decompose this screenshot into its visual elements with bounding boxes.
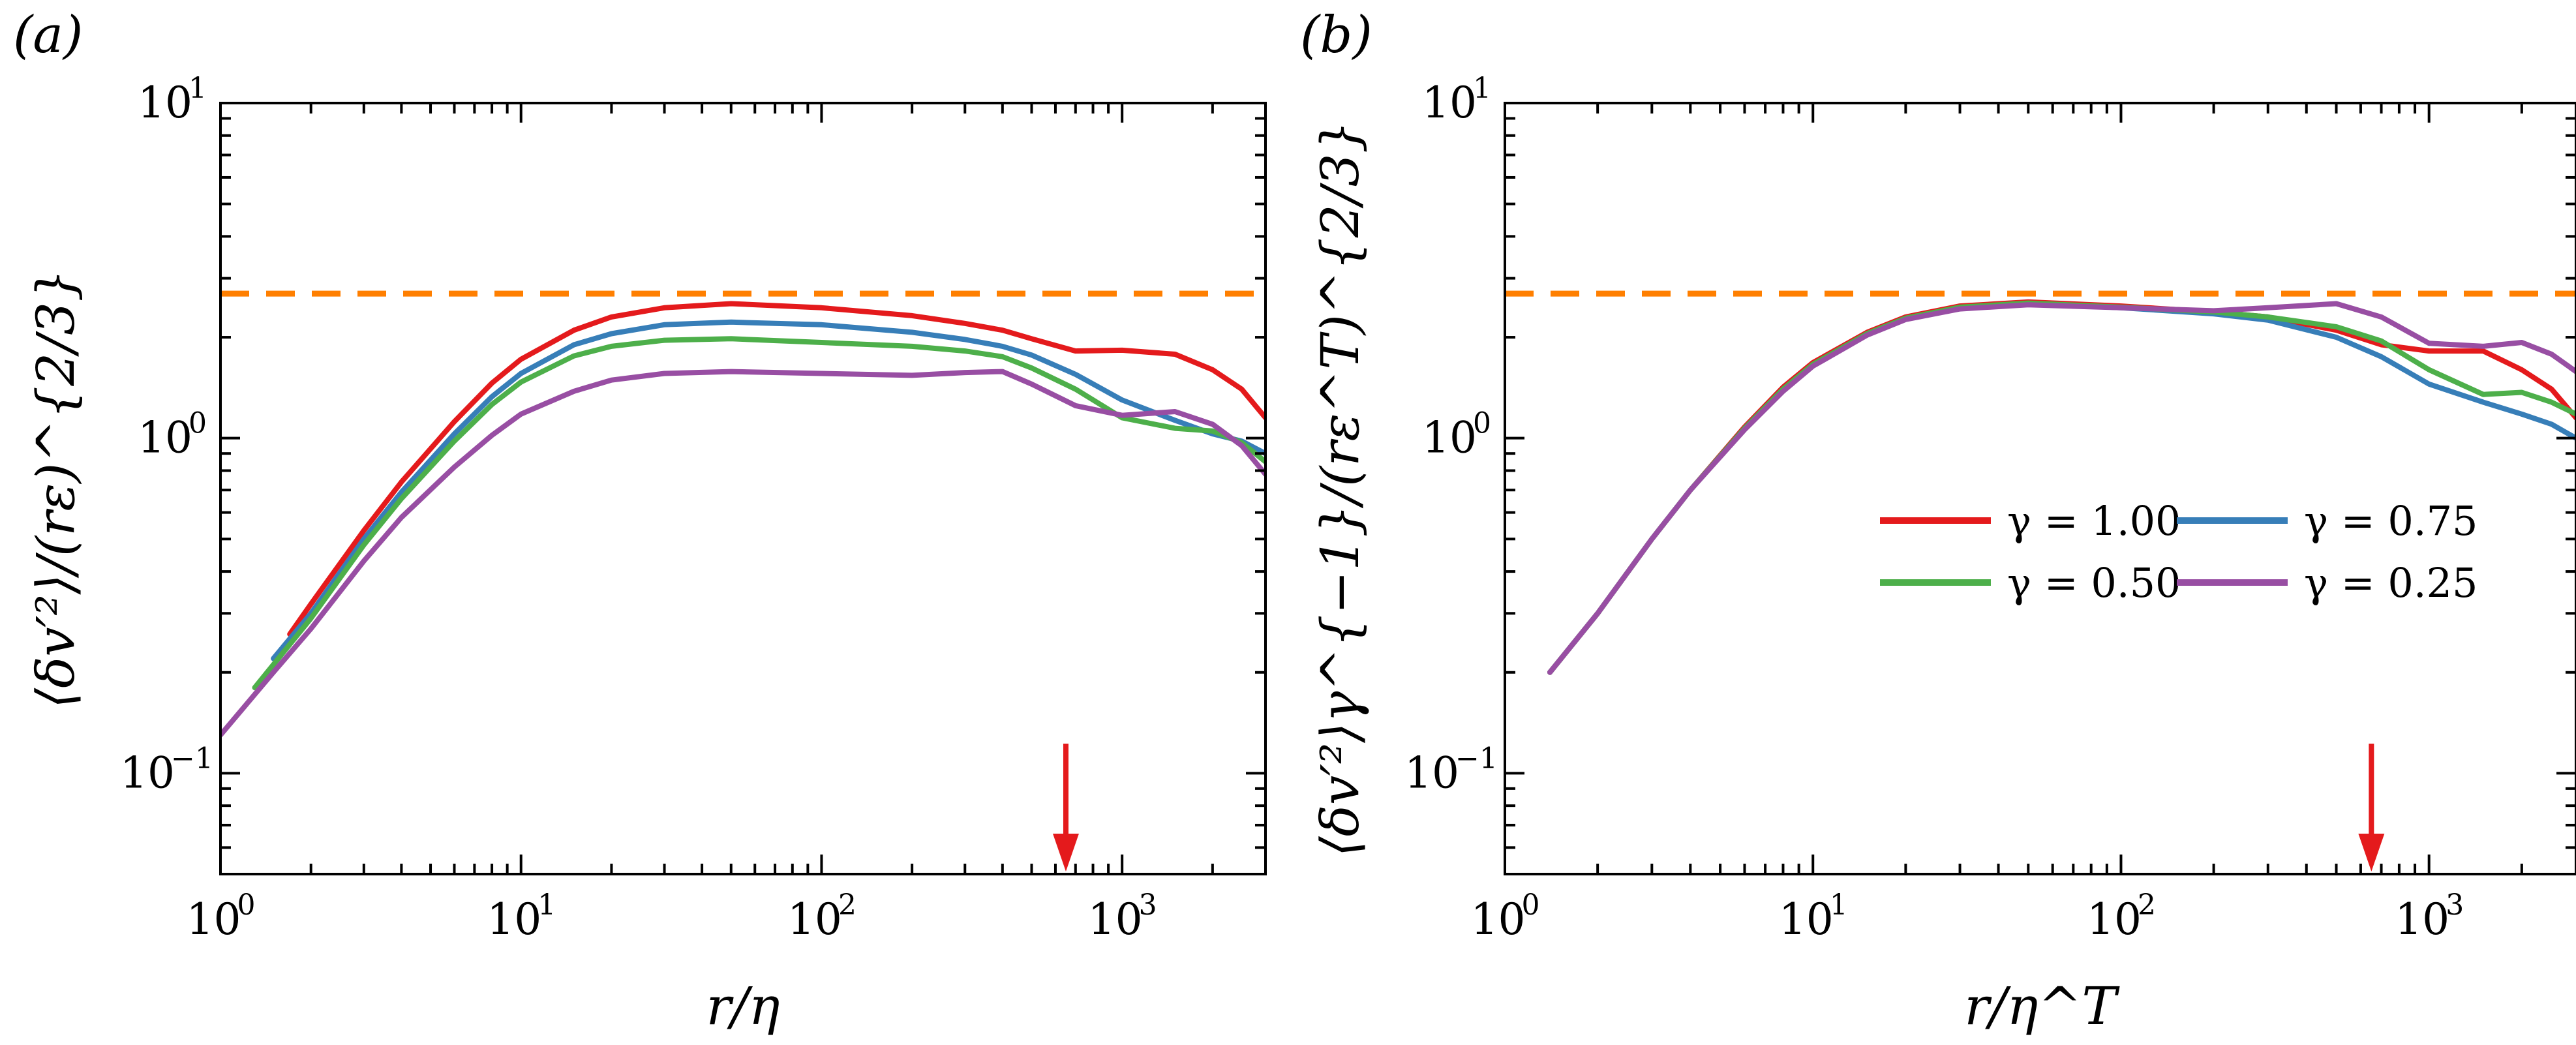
panel-b-y-axis-title: ⟨δv′²⟩γ^{−1}/(rε^T)^{2/3} — [1310, 120, 1371, 856]
panel-b-y-tick-label-base: 10 — [1404, 748, 1459, 798]
panel-b-y-tick-label-exp: 0 — [1473, 407, 1491, 440]
panel-b-x-tick-label-exp: 2 — [2138, 888, 2156, 922]
panel-b-y-tick-label: 10−1 — [1404, 742, 1498, 798]
panel-a-x-tick-label: 101 — [487, 888, 556, 945]
panel-b-y-tick-label-exp: −1 — [1455, 742, 1498, 775]
panel-b-x-tick-label: 102 — [2087, 888, 2156, 945]
panel-b: (b) 100 101 102 10310−1100101r/η^T⟨δv′²⟩γ^{… — [1300, 6, 2576, 1037]
panel-b-plot: 100 101 102 10310−1100101r/η^T⟨δv′²⟩γ^{−1}/… — [1310, 72, 2576, 1037]
panel-a-y-tick-label-base: 10 — [138, 413, 192, 463]
panel-a-plot: 100 101 102 10310−1100101r/η⟨δv′²⟩/(rε)^{2/… — [25, 72, 1267, 1037]
panel-a-x-tick-label-base: 10 — [787, 894, 842, 945]
panel-b-arrow-head — [2358, 834, 2385, 871]
panel-b-x-tick-label-base: 10 — [1779, 894, 1834, 945]
panel-a-x-tick-label: 103 — [1088, 888, 1157, 945]
panel-a-x-tick-label-exp: 2 — [838, 888, 856, 922]
panel-a-x-tick-label-base: 10 — [187, 894, 241, 945]
panel-b-y-tick-label-base: 10 — [1422, 78, 1477, 128]
panel-a-label: (a) — [13, 6, 83, 65]
panel-a-y-tick-label-exp: 1 — [189, 72, 207, 105]
panel-b-x-tick-label-exp: 3 — [2446, 888, 2464, 922]
panel-a-x-tick-label: 100 — [187, 888, 256, 945]
panel-b-x-tick-label: 103 — [2395, 888, 2464, 945]
panel-b-y-tick-label: 100 — [1422, 407, 1491, 463]
panel-a-x-tick-label: 102 — [787, 888, 856, 945]
panel-a-y-tick-label-exp: 0 — [189, 407, 207, 440]
panel-b-x-tick-label-base: 10 — [2087, 894, 2142, 945]
panel-b-x-tick-label-base: 10 — [1471, 894, 1526, 945]
panel-b-y-tick-label: 101 — [1422, 72, 1491, 128]
panel-a: (a) 100 101 102 10310−1100101r/η⟨δv′²⟩/(rε)… — [13, 6, 1267, 1037]
panel-a-y-tick-label: 10−1 — [120, 742, 213, 798]
panel-b-x-tick-label: 101 — [1779, 888, 1848, 945]
panel-a-y-tick-label-exp: −1 — [171, 742, 213, 775]
panel-b-legend-label: γ = 0.50 — [2007, 559, 2181, 607]
panel-b-y-tick-label-base: 10 — [1422, 413, 1477, 463]
panel-b-x-tick-label-base: 10 — [2395, 894, 2449, 945]
panel-b-x-tick-label-exp: 1 — [1830, 888, 1848, 922]
panel-a-frame — [219, 102, 1267, 875]
panel-b-legend-label: γ = 0.25 — [2304, 559, 2478, 607]
panel-a-x-tick-label-base: 10 — [1088, 894, 1143, 945]
panel-a-arrow-head — [1052, 834, 1079, 871]
panel-a-y-tick-label: 101 — [138, 72, 207, 128]
panel-b-label: (b) — [1300, 6, 1372, 65]
panel-b-legend-label: γ = 0.75 — [2304, 497, 2478, 545]
panel-a-series-1-line — [271, 319, 1265, 661]
panel-a-y-tick-label: 100 — [138, 407, 207, 463]
panel-a-x-axis-title: r/η — [706, 976, 780, 1037]
panel-b-frame — [1504, 102, 2576, 875]
panel-a-series-0-line — [287, 301, 1265, 637]
panel-b-legend: γ = 1.00 γ = 0.75 γ = 0.50 γ = 0.25 — [1880, 497, 2478, 607]
panel-a-y-tick-label-base: 10 — [138, 78, 192, 128]
panel-a-series-2-line — [252, 336, 1265, 691]
panel-b-x-tick-label-exp: 0 — [1522, 888, 1540, 922]
panel-b-x-axis-title: r/η^T — [1964, 976, 2120, 1037]
panel-a-x-tick-label-exp: 3 — [1139, 888, 1157, 922]
panel-b-legend-label: γ = 1.00 — [2007, 497, 2181, 545]
panel-b-series-3-line — [1547, 301, 2576, 675]
panel-a-y-axis-title: ⟨δv′²⟩/(rε)^{2/3} — [25, 269, 86, 708]
panel-b-y-tick-label-exp: 1 — [1473, 72, 1491, 105]
panel-a-x-tick-label-exp: 0 — [237, 888, 256, 922]
panel-b-x-tick-label: 100 — [1471, 888, 1540, 945]
panel-a-series-3-line — [220, 369, 1265, 738]
panel-a-y-tick-label-base: 10 — [120, 748, 175, 798]
panel-a-x-tick-label-base: 10 — [487, 894, 541, 945]
panel-a-x-tick-label-exp: 1 — [538, 888, 556, 922]
